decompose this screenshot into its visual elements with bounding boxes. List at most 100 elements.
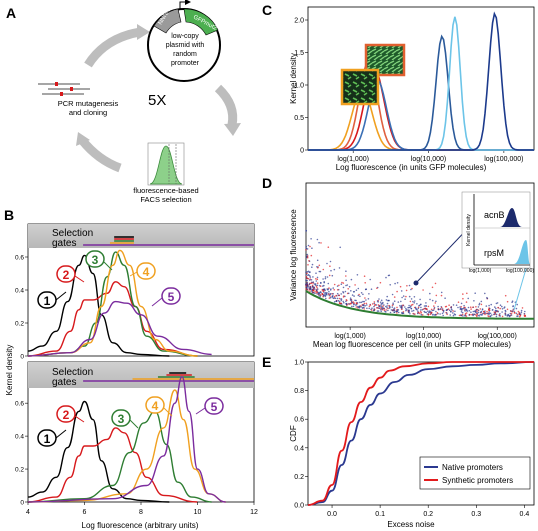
panel-a-letter: A xyxy=(6,5,16,21)
scatter-point xyxy=(492,309,494,311)
scatter-point xyxy=(305,230,307,232)
scatter-point xyxy=(465,312,468,314)
scatter-point xyxy=(406,285,408,287)
scatter-point xyxy=(338,294,340,297)
scatter-point xyxy=(444,297,446,300)
scatter-point xyxy=(488,308,490,311)
y-tick-label: 0.4 xyxy=(15,288,24,295)
pcr-text-line: and cloning xyxy=(69,108,107,117)
scatter-point xyxy=(462,315,464,317)
scatter-point xyxy=(306,272,308,275)
scatter-point xyxy=(440,294,443,297)
x-tick-label: 4 xyxy=(26,509,30,516)
scatter-point xyxy=(305,245,308,248)
scatter-point xyxy=(423,305,426,307)
scatter-point xyxy=(486,312,489,315)
scatter-point xyxy=(313,287,315,289)
scatter-points xyxy=(305,229,527,318)
scatter-point xyxy=(469,313,471,316)
y-ticks: 0 0.2 0.4 0.6 xyxy=(15,255,28,361)
scatter-point xyxy=(495,307,497,310)
scatter-point xyxy=(471,313,473,316)
scatter-point xyxy=(345,270,347,273)
scatter-point xyxy=(408,295,411,298)
scatter-point xyxy=(330,269,332,272)
scatter-point xyxy=(452,312,454,314)
scatter-point xyxy=(489,312,492,315)
scatter-point xyxy=(323,293,326,295)
scatter-point xyxy=(316,282,319,285)
scatter-point xyxy=(396,290,398,293)
x-tick-label: 0.2 xyxy=(423,511,433,518)
scatter-point xyxy=(332,295,334,297)
scatter-point xyxy=(467,297,470,300)
scatter-point xyxy=(460,302,463,305)
scatter-point xyxy=(461,313,464,316)
scatter-point xyxy=(490,303,493,306)
scatter-point xyxy=(440,291,443,294)
scatter-point xyxy=(344,295,346,298)
scatter-point xyxy=(396,312,398,314)
scatter-point xyxy=(425,305,427,307)
scatter-point xyxy=(407,306,409,309)
scatter-point xyxy=(362,306,364,309)
scatter-point xyxy=(476,312,478,314)
scatter-point xyxy=(312,289,315,292)
scatter-point xyxy=(328,294,331,297)
scatter-point xyxy=(393,309,396,312)
scatter-point xyxy=(305,249,307,251)
scatter-point xyxy=(359,295,361,298)
scatter-point xyxy=(307,264,309,266)
panel-e-letter: E xyxy=(262,354,271,370)
scatter-point xyxy=(314,290,316,293)
curve-label-text: 4 xyxy=(152,399,159,413)
panel-a: A NNNNx50 GFPmut2 low-copy plasmid with … xyxy=(6,0,241,204)
scatter-point xyxy=(354,284,356,286)
scatter-point xyxy=(363,275,366,278)
scatter-point xyxy=(519,314,522,317)
scatter-point xyxy=(476,313,479,316)
scatter-point xyxy=(490,314,493,316)
scatter-point xyxy=(350,300,353,302)
scatter-point xyxy=(465,308,468,311)
scatter-point xyxy=(385,309,388,311)
scatter-point xyxy=(380,308,382,311)
scatter-point xyxy=(321,293,324,295)
scatter-point xyxy=(462,297,464,300)
scatter-point xyxy=(516,315,518,318)
scatter-point xyxy=(333,268,336,271)
scatter-point xyxy=(523,315,526,317)
cycle-arrowhead xyxy=(137,24,150,40)
scatter-point xyxy=(309,282,311,285)
scatter-point xyxy=(305,279,307,282)
axes: log(1,000) log(10,000) log(100,000)Mean lo… xyxy=(289,209,517,349)
scatter-point xyxy=(318,293,321,295)
scatter-point xyxy=(325,292,328,294)
scatter-point xyxy=(475,314,478,317)
curve-label-text: 5 xyxy=(211,400,218,414)
scatter-point xyxy=(309,288,311,290)
legend-label: Synthetic promoters xyxy=(442,476,513,485)
noise-floor-line xyxy=(305,290,534,320)
panel-b-letter: B xyxy=(4,207,14,223)
scatter-point xyxy=(449,314,452,316)
scatter-point xyxy=(370,288,373,291)
scatter-point xyxy=(307,255,309,257)
scatter-point xyxy=(410,304,413,306)
scatter-point xyxy=(315,280,318,282)
scatter-point xyxy=(441,308,444,310)
scatter-point xyxy=(432,309,435,312)
scatter-point xyxy=(380,304,382,306)
scatter-point xyxy=(467,306,470,309)
scatter-point xyxy=(487,315,489,317)
scatter-point xyxy=(436,312,439,314)
scatter-point xyxy=(460,311,463,313)
scatter-point xyxy=(433,305,435,307)
scatter-point xyxy=(312,281,315,283)
rpsm-density xyxy=(514,240,530,264)
scatter-point xyxy=(399,304,401,307)
scatter-point xyxy=(318,241,320,244)
scatter-point xyxy=(328,287,330,289)
scatter-point xyxy=(340,293,343,295)
scatter-point xyxy=(316,278,319,281)
